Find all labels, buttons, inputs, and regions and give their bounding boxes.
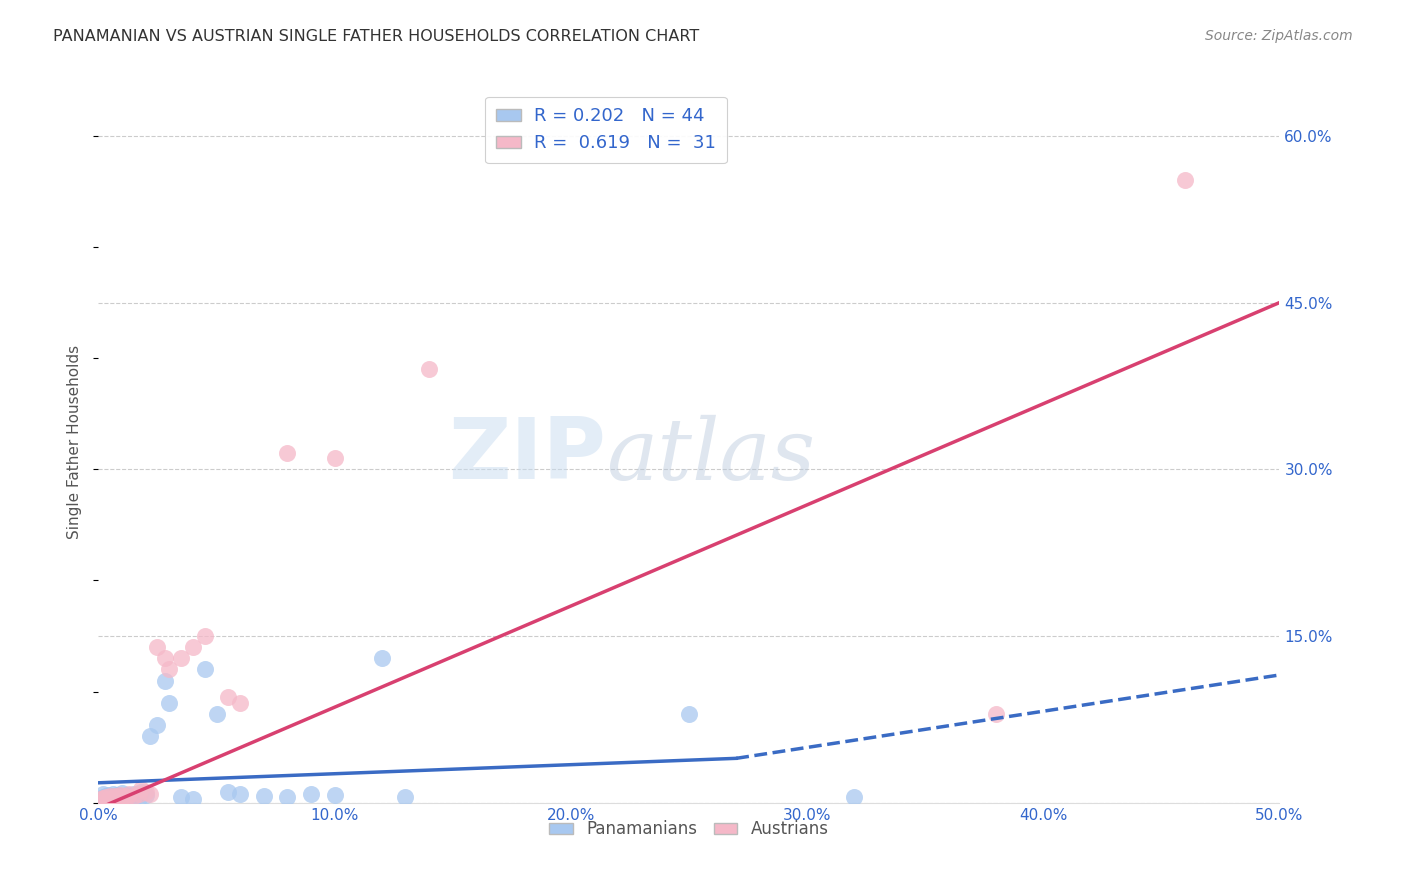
Point bbox=[170, 651, 193, 665]
Point bbox=[276, 445, 298, 459]
Y-axis label: Single Father Households: Single Father Households bbox=[67, 344, 83, 539]
Point bbox=[146, 718, 169, 732]
Point bbox=[323, 451, 346, 466]
Point bbox=[91, 790, 114, 805]
Point bbox=[181, 640, 204, 655]
Point bbox=[98, 789, 121, 804]
Point bbox=[111, 786, 134, 800]
Point bbox=[276, 790, 298, 805]
Point bbox=[205, 706, 228, 721]
Point bbox=[97, 792, 120, 806]
Point bbox=[229, 696, 252, 710]
Point bbox=[122, 787, 145, 801]
Point bbox=[217, 690, 239, 705]
Point bbox=[181, 792, 204, 806]
Point bbox=[157, 696, 180, 710]
Point bbox=[135, 788, 157, 802]
Point bbox=[253, 789, 276, 804]
Point bbox=[104, 790, 127, 805]
Point bbox=[299, 787, 322, 801]
Point bbox=[112, 791, 135, 805]
Text: Source: ZipAtlas.com: Source: ZipAtlas.com bbox=[1205, 29, 1353, 43]
Point bbox=[101, 791, 124, 805]
Text: ZIP: ZIP bbox=[449, 415, 606, 498]
Point bbox=[90, 792, 112, 806]
Point bbox=[98, 791, 121, 805]
Point bbox=[98, 789, 121, 804]
Point bbox=[418, 362, 440, 376]
Point bbox=[94, 789, 117, 804]
Point bbox=[111, 789, 134, 804]
Point bbox=[194, 662, 217, 676]
Point bbox=[94, 790, 117, 805]
Point bbox=[170, 790, 193, 805]
Point bbox=[94, 791, 117, 805]
Point bbox=[90, 792, 112, 806]
Point bbox=[101, 792, 124, 806]
Point bbox=[115, 790, 138, 805]
Point bbox=[101, 787, 124, 801]
Point bbox=[139, 729, 162, 743]
Point bbox=[128, 787, 150, 801]
Point bbox=[97, 788, 120, 802]
Point bbox=[371, 651, 394, 665]
Point bbox=[122, 789, 145, 804]
Point bbox=[194, 629, 217, 643]
Point bbox=[111, 791, 134, 805]
Point bbox=[1174, 173, 1197, 187]
Point bbox=[115, 788, 138, 802]
Point bbox=[323, 788, 346, 802]
Point bbox=[105, 790, 128, 805]
Point bbox=[146, 640, 169, 655]
Point bbox=[984, 706, 1007, 721]
Point bbox=[157, 662, 180, 676]
Point bbox=[121, 792, 143, 806]
Point bbox=[217, 785, 239, 799]
Point bbox=[112, 789, 135, 804]
Point bbox=[135, 785, 157, 799]
Point bbox=[108, 788, 131, 802]
Point bbox=[118, 787, 141, 801]
Legend: Panamanians, Austrians: Panamanians, Austrians bbox=[543, 814, 835, 845]
Point bbox=[105, 788, 128, 802]
Point bbox=[128, 791, 150, 805]
Point bbox=[129, 782, 152, 797]
Text: PANAMANIAN VS AUSTRIAN SINGLE FATHER HOUSEHOLDS CORRELATION CHART: PANAMANIAN VS AUSTRIAN SINGLE FATHER HOU… bbox=[53, 29, 700, 44]
Point bbox=[91, 787, 114, 801]
Point bbox=[844, 790, 866, 805]
Point bbox=[139, 787, 162, 801]
Point bbox=[394, 790, 416, 805]
Point bbox=[125, 789, 148, 804]
Point bbox=[104, 789, 127, 804]
Point bbox=[153, 651, 176, 665]
Point bbox=[105, 791, 128, 805]
Point bbox=[129, 785, 152, 799]
Point bbox=[118, 790, 141, 805]
Point bbox=[97, 792, 120, 806]
Point bbox=[678, 706, 700, 721]
Point bbox=[91, 791, 114, 805]
Point bbox=[108, 790, 131, 805]
Text: atlas: atlas bbox=[606, 415, 815, 498]
Point bbox=[229, 787, 252, 801]
Point bbox=[153, 673, 176, 688]
